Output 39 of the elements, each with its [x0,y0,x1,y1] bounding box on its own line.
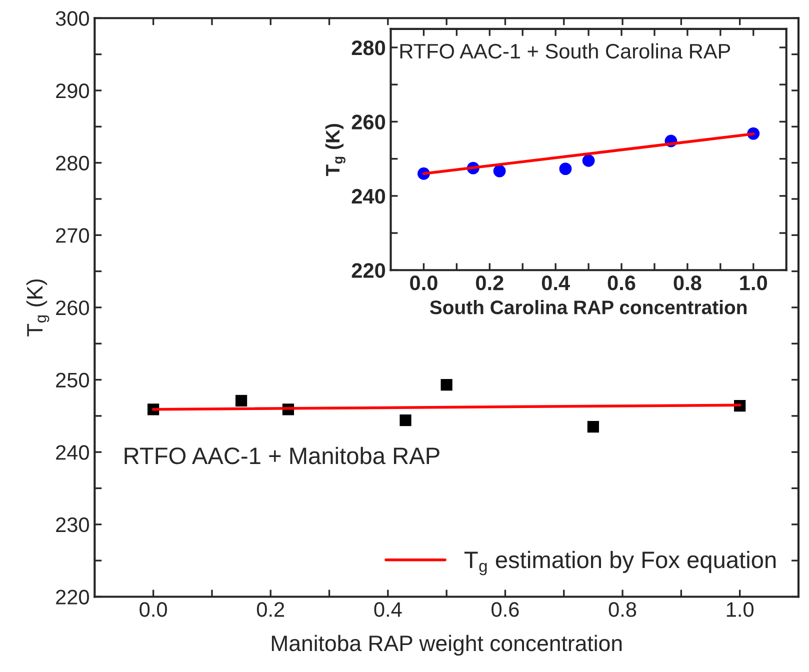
x-tick-label: 0.4 [542,276,570,290]
y-tick-label: 280 [352,40,386,56]
y-tick-label: 290 [56,83,89,98]
y-tick-label: 240 [352,188,386,204]
y-axis-title: T$_{g}$ (K) [325,124,346,176]
y-tick-label: 250 [56,372,89,388]
y-axis-title: T$_{g}$ (K) [26,279,50,336]
x-axis-title: South Carolina RAP concentration [430,300,747,314]
x-tick-label: 0.8 [608,602,636,617]
y-tick-label: 300 [56,11,89,26]
y-tick-label: 260 [56,300,89,316]
point [559,162,572,176]
x-tick-label: 0.2 [476,276,504,290]
x-tick-label: 1.0 [740,276,768,290]
x-tick-label: 0.6 [492,602,519,617]
y-tick-label: 280 [56,156,89,171]
y-tick-label: 220 [56,590,89,604]
y-tick-label: 240 [56,445,89,460]
point [235,394,248,407]
point [493,164,506,178]
x-tick-label: 1.0 [726,602,754,617]
point [587,420,600,433]
y-tick-label: 270 [56,228,89,243]
x-axis-title: Manitoba RAP weight concentration [272,634,622,656]
point [400,414,412,426]
point [582,154,595,167]
x-tick-label: 0.0 [140,602,167,617]
x-tick-label: 0.4 [374,602,402,617]
y-tick-label: 230 [56,517,89,532]
x-tick-label: 0.8 [674,276,702,290]
annotation: RTFO AAC-1 + Manitoba RAP [124,446,440,464]
y-tick-label: 260 [352,114,386,130]
annotation: RTFO AAC-1 + South Carolina RAP [400,43,730,59]
x-tick-label: 0.0 [410,276,438,290]
x-tick-label: 0.2 [256,602,284,617]
point [440,379,452,391]
y-tick-label: 220 [352,263,386,278]
x-tick-label: 0.6 [608,276,636,290]
legend-label: T$_{g}$ estimation by Fox equation [464,550,776,576]
